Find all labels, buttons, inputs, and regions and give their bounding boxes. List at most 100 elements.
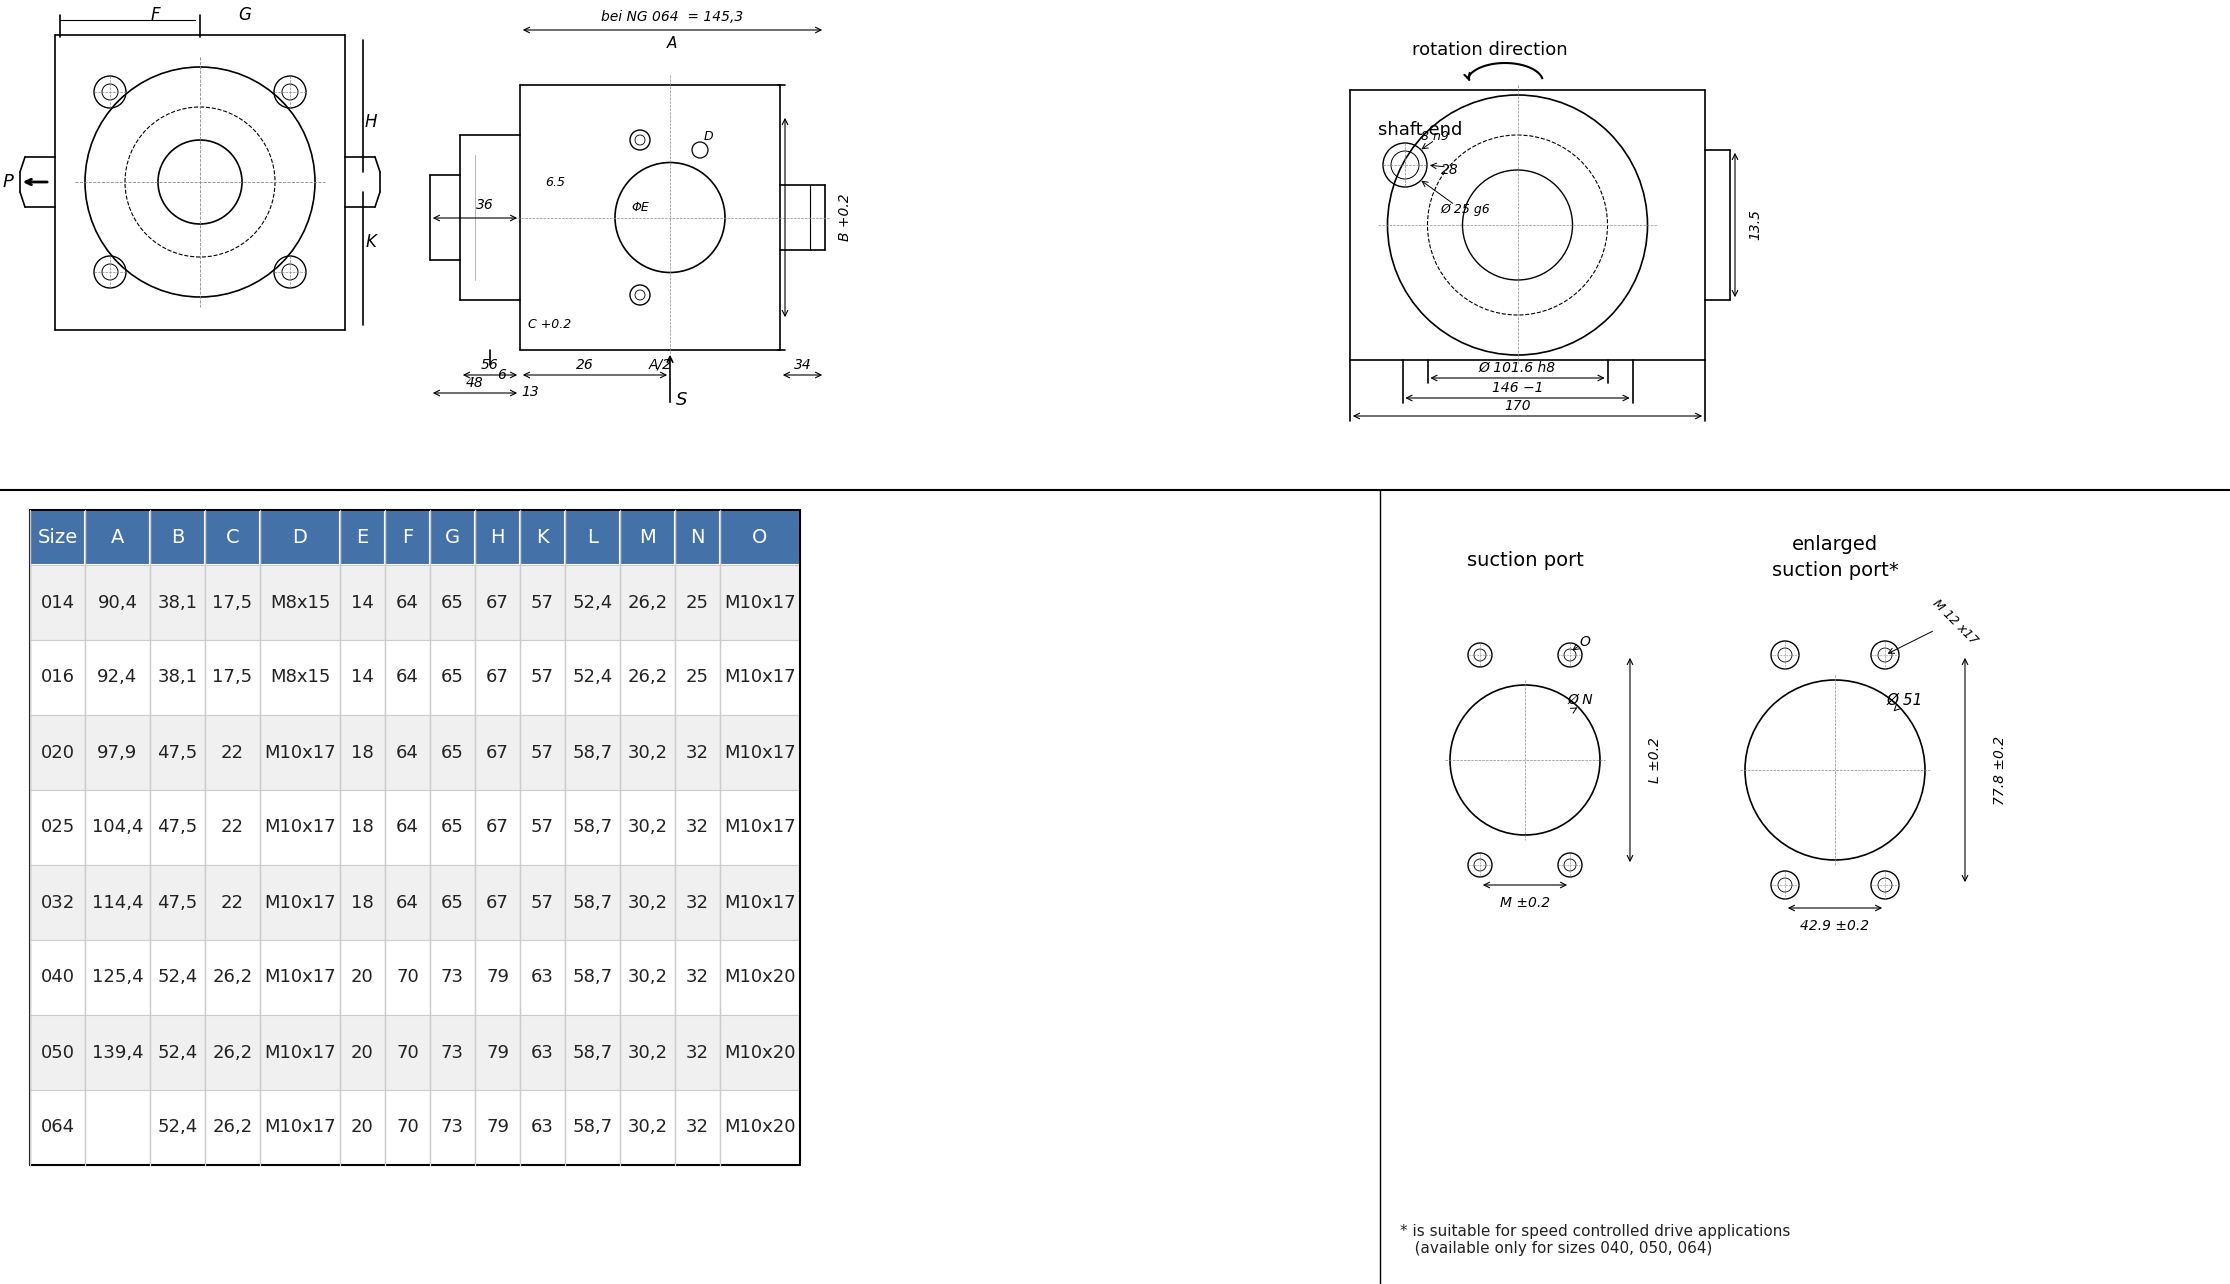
Text: F: F <box>401 528 413 547</box>
FancyBboxPatch shape <box>475 940 520 1014</box>
Text: B: B <box>172 528 185 547</box>
Text: 38,1: 38,1 <box>158 669 198 687</box>
Text: D: D <box>702 131 714 144</box>
FancyBboxPatch shape <box>386 940 430 1014</box>
Text: 22: 22 <box>221 818 243 836</box>
Text: 70: 70 <box>397 968 419 986</box>
FancyBboxPatch shape <box>564 865 620 940</box>
FancyBboxPatch shape <box>29 865 85 940</box>
Text: 64: 64 <box>397 743 419 761</box>
FancyBboxPatch shape <box>620 639 676 715</box>
FancyBboxPatch shape <box>564 715 620 790</box>
FancyBboxPatch shape <box>475 565 520 639</box>
Text: 26,2: 26,2 <box>627 669 667 687</box>
Text: 48: 48 <box>466 376 484 390</box>
FancyBboxPatch shape <box>564 510 620 565</box>
Text: C +0.2: C +0.2 <box>529 318 571 331</box>
Text: M8x15: M8x15 <box>270 669 330 687</box>
Text: 26,2: 26,2 <box>212 968 252 986</box>
Text: 65: 65 <box>442 743 464 761</box>
FancyBboxPatch shape <box>339 565 386 639</box>
FancyBboxPatch shape <box>676 510 720 565</box>
FancyBboxPatch shape <box>205 790 261 865</box>
Text: 52,4: 52,4 <box>573 669 613 687</box>
Text: 8 n9: 8 n9 <box>1421 131 1450 144</box>
FancyBboxPatch shape <box>29 565 85 639</box>
Text: 79: 79 <box>486 1118 508 1136</box>
Text: 14: 14 <box>350 669 375 687</box>
Text: 32: 32 <box>687 894 709 912</box>
Text: Ø N: Ø N <box>1568 693 1592 707</box>
Text: L ±0.2: L ±0.2 <box>1648 737 1661 783</box>
Text: 63: 63 <box>531 1044 553 1062</box>
FancyBboxPatch shape <box>430 565 475 639</box>
Text: M10x20: M10x20 <box>725 968 796 986</box>
Text: K: K <box>535 528 549 547</box>
Text: M: M <box>640 528 656 547</box>
Text: 32: 32 <box>687 968 709 986</box>
Text: Ø 51: Ø 51 <box>1887 692 1922 707</box>
Text: 58,7: 58,7 <box>573 894 613 912</box>
Text: M10x17: M10x17 <box>725 593 796 611</box>
Text: G: G <box>446 528 459 547</box>
FancyBboxPatch shape <box>676 1014 720 1090</box>
FancyBboxPatch shape <box>149 639 205 715</box>
Text: D: D <box>292 528 308 547</box>
FancyBboxPatch shape <box>261 1014 339 1090</box>
FancyBboxPatch shape <box>386 715 430 790</box>
FancyBboxPatch shape <box>261 865 339 940</box>
FancyBboxPatch shape <box>149 1090 205 1165</box>
FancyBboxPatch shape <box>386 1090 430 1165</box>
Text: 58,7: 58,7 <box>573 743 613 761</box>
Text: L: L <box>586 528 598 547</box>
FancyBboxPatch shape <box>475 510 520 565</box>
FancyBboxPatch shape <box>205 1090 261 1165</box>
FancyBboxPatch shape <box>29 1090 85 1165</box>
Text: 139,4: 139,4 <box>91 1044 143 1062</box>
Text: 70: 70 <box>397 1044 419 1062</box>
Text: 146 −1: 146 −1 <box>1492 381 1543 395</box>
FancyBboxPatch shape <box>386 639 430 715</box>
Text: M8x15: M8x15 <box>270 593 330 611</box>
FancyBboxPatch shape <box>29 639 85 715</box>
FancyBboxPatch shape <box>261 790 339 865</box>
Text: 79: 79 <box>486 1044 508 1062</box>
FancyBboxPatch shape <box>430 510 475 565</box>
FancyBboxPatch shape <box>339 639 386 715</box>
Text: 64: 64 <box>397 894 419 912</box>
Text: 64: 64 <box>397 593 419 611</box>
FancyBboxPatch shape <box>430 639 475 715</box>
FancyBboxPatch shape <box>720 1090 801 1165</box>
FancyBboxPatch shape <box>386 790 430 865</box>
Text: 25: 25 <box>687 669 709 687</box>
Text: 050: 050 <box>40 1044 74 1062</box>
FancyBboxPatch shape <box>85 940 149 1014</box>
Text: 30,2: 30,2 <box>627 818 667 836</box>
Text: 30,2: 30,2 <box>627 1118 667 1136</box>
Text: 32: 32 <box>687 818 709 836</box>
FancyBboxPatch shape <box>720 510 801 565</box>
Text: 52,4: 52,4 <box>158 1044 198 1062</box>
Text: 58,7: 58,7 <box>573 1044 613 1062</box>
Text: 36: 36 <box>477 198 493 212</box>
Text: 26: 26 <box>575 358 593 372</box>
Text: 025: 025 <box>40 818 74 836</box>
FancyBboxPatch shape <box>85 1090 149 1165</box>
Text: M10x17: M10x17 <box>725 818 796 836</box>
FancyBboxPatch shape <box>339 940 386 1014</box>
Text: 30,2: 30,2 <box>627 968 667 986</box>
FancyBboxPatch shape <box>564 1014 620 1090</box>
FancyBboxPatch shape <box>261 715 339 790</box>
Text: 32: 32 <box>687 743 709 761</box>
Text: 52,4: 52,4 <box>158 1118 198 1136</box>
FancyBboxPatch shape <box>205 715 261 790</box>
Text: M10x17: M10x17 <box>263 743 337 761</box>
Text: 57: 57 <box>531 818 553 836</box>
FancyBboxPatch shape <box>386 565 430 639</box>
FancyBboxPatch shape <box>620 940 676 1014</box>
Text: 13: 13 <box>522 385 540 399</box>
Text: 73: 73 <box>442 1044 464 1062</box>
FancyBboxPatch shape <box>386 510 430 565</box>
FancyBboxPatch shape <box>520 565 564 639</box>
FancyBboxPatch shape <box>520 1090 564 1165</box>
